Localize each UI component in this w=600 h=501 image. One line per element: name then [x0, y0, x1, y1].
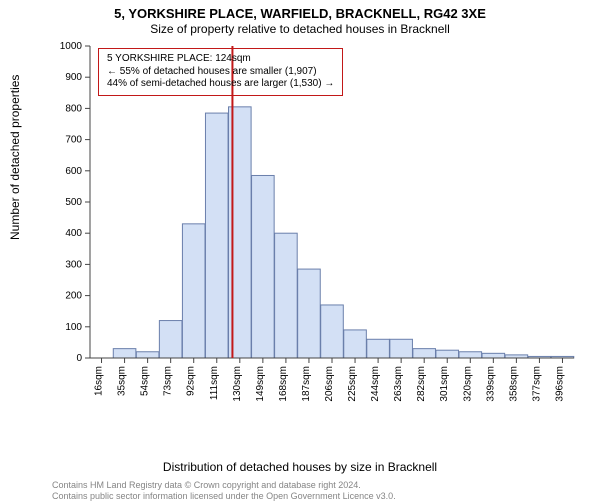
title-line-1: 5, YORKSHIRE PLACE, WARFIELD, BRACKNELL,…	[0, 6, 600, 21]
svg-text:225sqm: 225sqm	[347, 366, 358, 402]
svg-text:54sqm: 54sqm	[140, 366, 151, 396]
svg-text:300: 300	[65, 259, 82, 270]
svg-text:16sqm: 16sqm	[94, 366, 105, 396]
svg-text:339sqm: 339sqm	[485, 366, 496, 402]
footer-line-1: Contains HM Land Registry data © Crown c…	[52, 480, 361, 490]
svg-text:396sqm: 396sqm	[554, 366, 565, 402]
svg-text:400: 400	[65, 228, 82, 239]
title-line-2: Size of property relative to detached ho…	[0, 22, 600, 36]
svg-text:35sqm: 35sqm	[117, 366, 128, 396]
svg-text:206sqm: 206sqm	[324, 366, 335, 402]
svg-text:700: 700	[65, 135, 82, 146]
y-axis-label: Number of detached properties	[8, 75, 22, 240]
chart-svg: 0 100 200 300 400 500 600 700 800 900 1000 16sqm 35s…	[60, 40, 580, 410]
svg-text:187sqm: 187sqm	[301, 366, 312, 402]
svg-text:92sqm: 92sqm	[186, 366, 197, 396]
svg-text:1000: 1000	[60, 41, 82, 52]
svg-text:377sqm: 377sqm	[531, 366, 542, 402]
svg-text:168sqm: 168sqm	[278, 366, 289, 402]
svg-text:600: 600	[65, 166, 82, 177]
svg-text:301sqm: 301sqm	[439, 366, 450, 402]
plot-area: 0 100 200 300 400 500 600 700 800 900 1000 16sqm 35s…	[60, 40, 580, 410]
svg-text:100: 100	[65, 322, 82, 333]
svg-text:358sqm: 358sqm	[508, 366, 519, 402]
annotation-box: 5 YORKSHIRE PLACE: 124sqm← 55% of detach…	[98, 48, 343, 96]
svg-text:320sqm: 320sqm	[462, 366, 473, 402]
svg-text:244sqm: 244sqm	[370, 366, 381, 402]
svg-text:149sqm: 149sqm	[255, 366, 266, 402]
svg-text:800: 800	[65, 103, 82, 114]
svg-text:263sqm: 263sqm	[393, 366, 404, 402]
svg-text:111sqm: 111sqm	[209, 366, 220, 400]
svg-text:282sqm: 282sqm	[416, 366, 427, 402]
svg-text:73sqm: 73sqm	[163, 366, 174, 396]
svg-text:500: 500	[65, 197, 82, 208]
svg-text:0: 0	[76, 353, 82, 364]
x-axis-label: Distribution of detached houses by size …	[0, 460, 600, 474]
svg-text:130sqm: 130sqm	[232, 366, 243, 402]
chart-container: 5, YORKSHIRE PLACE, WARFIELD, BRACKNELL,…	[0, 0, 600, 500]
svg-text:200: 200	[65, 291, 82, 302]
svg-text:900: 900	[65, 72, 82, 83]
